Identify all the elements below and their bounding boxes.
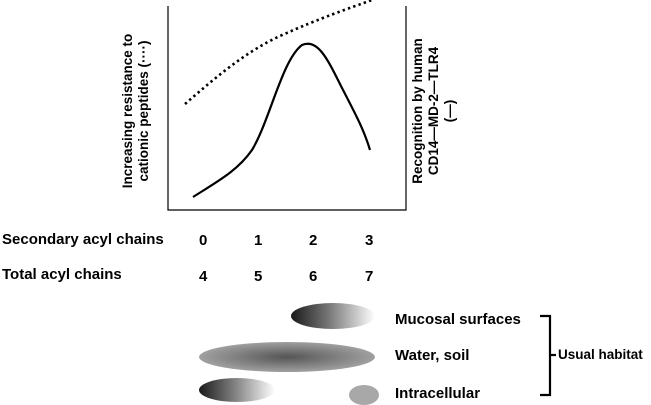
secondary-value-1: 1 [254,232,263,249]
usual-habitat-label: Usual habitat [558,347,643,362]
intracellular-label: Intracellular [395,385,481,402]
water-soil-label: Water, soil [395,347,470,364]
secondary-acyl-chains-label: Secondary acyl chains [2,231,164,248]
total-value-6: 6 [309,268,318,285]
total-value-4: 4 [199,268,208,285]
total-value-5: 5 [254,268,263,285]
intracellular-blob-right [349,385,379,405]
habitat-bracket [540,314,556,397]
mucosal-surfaces-label: Mucosal surfaces [395,311,521,328]
intracellular-blob-left [199,378,275,402]
plot-frame [167,6,407,211]
secondary-value-0: 0 [199,232,208,249]
right-axis-label: Recognition by human CD14—MD-2—TLR4 (—) [410,38,457,184]
water-soil-blob [199,342,375,372]
secondary-value-2: 2 [309,232,318,249]
secondary-value-3: 3 [365,232,374,249]
left-axis-label: Increasing resistance to cationic peptid… [120,33,151,189]
mucosal-surfaces-blob [291,303,375,329]
resistance-curve-dotted [184,0,373,105]
total-value-7: 7 [365,268,374,285]
recognition-curve-solid [192,42,372,198]
total-acyl-chains-label: Total acyl chains [2,266,122,283]
